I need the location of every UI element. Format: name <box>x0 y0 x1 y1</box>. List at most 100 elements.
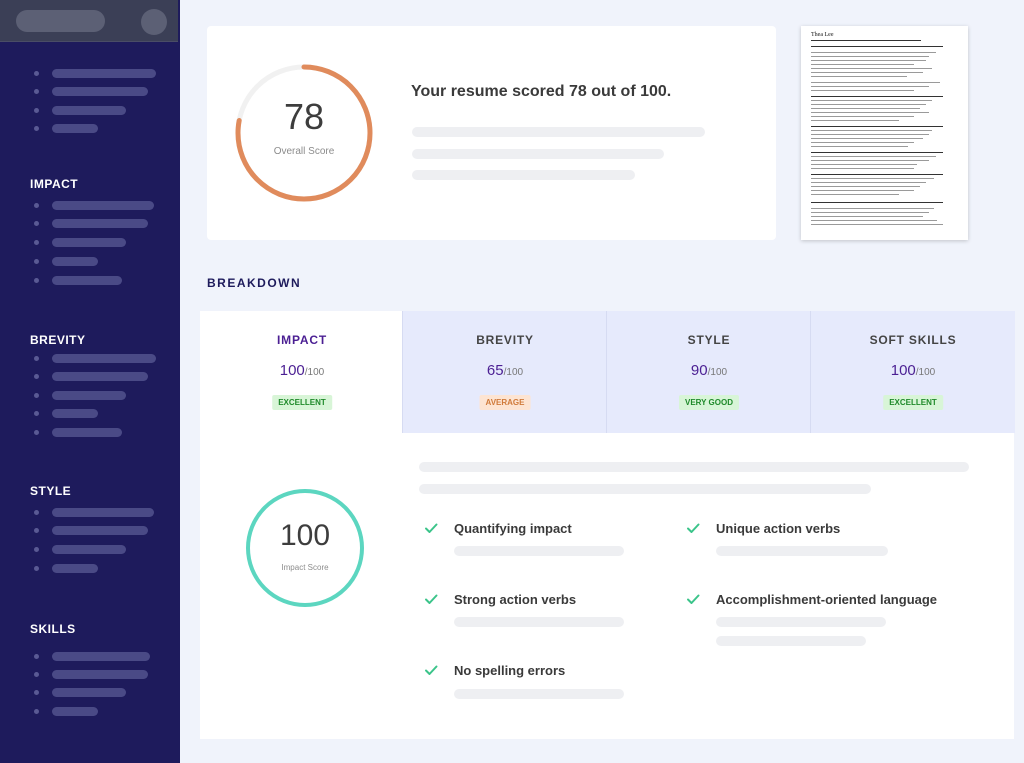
impact-score-ring: 100 Impact Score <box>244 487 366 609</box>
sidebar-item-placeholder <box>52 707 98 716</box>
resume-text-line <box>811 86 929 87</box>
sidebar-heading-skills[interactable]: SKILLS <box>30 622 76 636</box>
sidebar-item-placeholder <box>52 372 148 381</box>
sidebar-item-placeholder <box>52 219 148 228</box>
check-label: No spelling errors <box>454 663 566 678</box>
bullet-icon <box>34 430 39 435</box>
tab-soft-skills-label: SOFT SKILLS <box>869 333 957 347</box>
sidebar-item-placeholder <box>52 124 98 133</box>
bullet-icon <box>34 221 39 226</box>
impact-score-ring-graphic <box>246 489 364 607</box>
resume-text-line <box>811 100 932 101</box>
check-icon <box>687 594 700 604</box>
sidebar-item-placeholder <box>52 409 98 418</box>
resume-text-line <box>811 130 932 131</box>
sidebar-item-placeholder <box>52 670 148 679</box>
resume-text-line <box>811 186 920 187</box>
bullet-icon <box>34 510 39 515</box>
resume-text-line <box>811 178 934 179</box>
bullet-icon <box>34 89 39 94</box>
tab-impact-score-max: /100 <box>304 367 325 378</box>
tab-brevity[interactable]: BREVITY 65/100 AVERAGE <box>402 311 607 433</box>
resume-text-line <box>811 104 926 105</box>
sidebar-item-placeholder <box>52 545 126 554</box>
avatar[interactable] <box>141 9 167 35</box>
check-icon <box>425 594 438 604</box>
resume-text-line <box>811 82 940 83</box>
bullet-icon <box>34 672 39 677</box>
impact-panel: 100 Impact Score Quantifying impact Uniq… <box>200 433 1014 739</box>
sidebar-item-placeholder <box>52 508 154 517</box>
resume-text-line <box>811 146 908 147</box>
sidebar-header-placeholder <box>16 10 105 32</box>
tab-style-label: STYLE <box>687 333 731 347</box>
bullet-icon <box>34 126 39 131</box>
resume-text-line <box>811 46 943 47</box>
bullet-icon <box>34 709 39 714</box>
tab-style-score-value: 90 <box>690 362 708 379</box>
sidebar-item-placeholder <box>52 238 126 247</box>
text-placeholder <box>716 636 866 646</box>
sidebar-heading-style[interactable]: STYLE <box>30 484 72 498</box>
resume-text-line <box>811 174 943 175</box>
sidebar-item-placeholder <box>52 428 122 437</box>
resume-text-line <box>811 182 926 183</box>
sidebar-item-placeholder <box>52 688 126 697</box>
sidebar-item-placeholder <box>52 69 156 78</box>
bullet-icon <box>34 356 39 361</box>
sidebar-item-placeholder <box>52 354 156 363</box>
resume-text-line <box>811 108 920 109</box>
sidebar-heading-brevity[interactable]: BREVITY <box>30 333 86 347</box>
tab-style-score: 90/100 <box>607 362 811 379</box>
tab-style-badge: VERY GOOD <box>678 395 740 410</box>
bullet-icon <box>34 278 39 283</box>
sidebar-item-placeholder <box>52 201 154 210</box>
resume-text-line <box>811 202 943 203</box>
resume-name: Thea Lee <box>811 32 834 38</box>
resume-text-line <box>811 168 914 169</box>
tab-brevity-score-max: /100 <box>503 367 524 378</box>
resume-preview[interactable]: Thea Lee <box>801 26 968 240</box>
text-placeholder <box>716 546 888 556</box>
tab-style[interactable]: STYLE 90/100 VERY GOOD <box>606 311 811 433</box>
sidebar-heading-impact[interactable]: IMPACT <box>30 177 79 191</box>
bullet-icon <box>34 654 39 659</box>
tab-impact[interactable]: IMPACT 100/100 EXCELLENT <box>200 311 404 433</box>
resume-text-line <box>811 190 914 191</box>
sidebar-item-placeholder <box>52 526 148 535</box>
resume-text-line <box>811 208 934 209</box>
impact-score-label: Impact Score <box>281 563 329 572</box>
check-icon <box>687 523 700 533</box>
check-icon <box>425 523 438 533</box>
bullet-icon <box>34 393 39 398</box>
bullet-icon <box>34 566 39 571</box>
tab-brevity-score: 65/100 <box>403 362 607 379</box>
sidebar-item-placeholder <box>52 106 126 115</box>
check-label: Accomplishment-oriented language <box>716 592 938 607</box>
resume-text-line <box>811 212 929 213</box>
resume-text-line <box>811 164 917 165</box>
check-label: Strong action verbs <box>454 592 577 607</box>
resume-text-line <box>811 160 929 161</box>
resume-text-line <box>811 64 914 65</box>
bullet-icon <box>34 528 39 533</box>
overall-score-label: Overall Score <box>273 146 335 157</box>
sidebar: IMPACT BREVITY STYLE SKILLS <box>0 0 180 763</box>
tab-soft-skills[interactable]: SOFT SKILLS 100/100 EXCELLENT <box>810 311 1015 433</box>
resume-text-line <box>811 134 929 135</box>
text-placeholder <box>412 149 664 159</box>
resume-text-line <box>811 76 907 77</box>
resume-text-line <box>811 126 943 127</box>
text-placeholder <box>454 689 624 699</box>
tab-soft-skills-score-max: /100 <box>915 367 936 378</box>
resume-text-line <box>811 220 937 221</box>
resume-text-line <box>811 68 932 69</box>
resume-text-line <box>811 52 936 53</box>
overall-score-value: 78 <box>283 96 325 137</box>
check-label: Unique action verbs <box>716 521 841 536</box>
tab-soft-skills-score-value: 100 <box>890 362 916 379</box>
tab-brevity-label: BREVITY <box>476 333 534 347</box>
tab-soft-skills-badge: EXCELLENT <box>883 395 943 410</box>
tab-impact-badge: EXCELLENT <box>272 395 332 410</box>
bullet-icon <box>34 374 39 379</box>
